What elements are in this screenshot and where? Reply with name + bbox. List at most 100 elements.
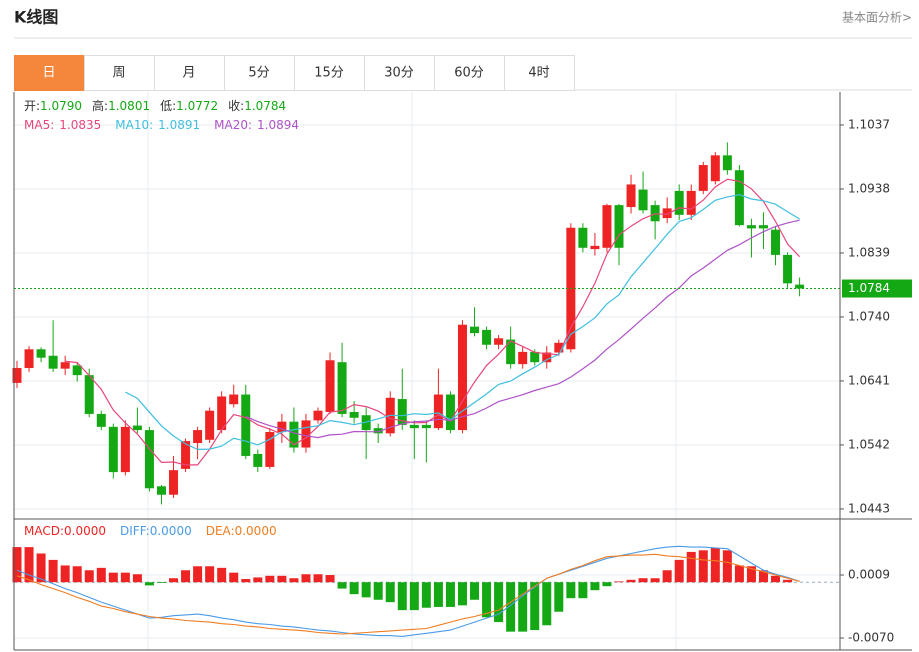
- candle-body: [626, 184, 636, 208]
- macd-bar: [301, 574, 311, 583]
- macd-bar: [337, 582, 347, 589]
- tab[interactable]: [364, 55, 435, 91]
- candle-body: [590, 245, 600, 250]
- macd-bar: [156, 582, 166, 584]
- macd-bar: [433, 582, 443, 607]
- candle-body: [120, 426, 130, 473]
- candle-body: [349, 411, 359, 418]
- macd-bar: [289, 578, 299, 583]
- tab-label[interactable]: 60分: [454, 66, 484, 81]
- tab-label[interactable]: 周: [112, 66, 125, 81]
- macd-bar: [144, 582, 154, 586]
- macd-bar: [626, 579, 636, 583]
- ohlc-name: 低:: [160, 99, 176, 113]
- candle-body: [482, 329, 492, 345]
- y-tick-label: 1.0443: [848, 501, 890, 515]
- macd-bar: [72, 566, 82, 583]
- macd-bar: [48, 559, 58, 583]
- y-tick-label: 0.0009: [848, 568, 890, 582]
- candle-body: [72, 365, 82, 376]
- macd-bar: [783, 579, 793, 583]
- tab-bar: 日 周 月 5分 15分 30分 60分 4时: [14, 55, 575, 91]
- tab[interactable]: [224, 55, 295, 91]
- candle-body: [409, 424, 419, 429]
- candle-body: [470, 326, 480, 334]
- candle-body: [108, 426, 118, 473]
- tab[interactable]: [14, 55, 85, 91]
- macd-bar: [554, 582, 564, 612]
- candle-body: [542, 352, 552, 363]
- ma-line: [245, 219, 800, 439]
- macd-bar: [325, 575, 335, 583]
- candle-body: [301, 420, 311, 448]
- candle-body: [217, 396, 227, 431]
- macd-bar: [457, 582, 467, 606]
- macd-bar: [373, 582, 383, 600]
- ohlc-value: 1.0772: [176, 99, 218, 113]
- candle-body: [241, 394, 251, 456]
- macd-bar: [530, 582, 540, 631]
- tab-label[interactable]: 15分: [314, 66, 344, 81]
- candle-body: [722, 155, 732, 171]
- tab-label[interactable]: 30分: [384, 66, 414, 81]
- macd-bar: [181, 570, 191, 583]
- candle-body: [614, 205, 624, 248]
- candle-body: [457, 324, 467, 431]
- y-tick-label: 1.0740: [848, 309, 890, 323]
- candle-body: [734, 170, 744, 226]
- tab[interactable]: [434, 55, 505, 91]
- candle-body: [698, 165, 708, 191]
- candle-body: [554, 342, 564, 353]
- tab[interactable]: [84, 55, 155, 91]
- y-tick-label: -0.0070: [848, 631, 894, 645]
- macd-bar: [662, 570, 672, 583]
- candle-body: [783, 254, 793, 284]
- macd-bar: [241, 579, 251, 583]
- macd-bar: [169, 578, 179, 583]
- candle-body: [265, 432, 275, 467]
- candle-body: [421, 424, 431, 429]
- candle-body: [674, 190, 684, 215]
- ma-value: 1.0891: [158, 118, 200, 132]
- macd-bar: [397, 582, 407, 611]
- ma-line: [125, 193, 800, 451]
- tab-label[interactable]: 5分: [248, 66, 269, 81]
- ohlc-legend: 开:1.0790 高:1.0801 低:1.0772 收:1.0784: [24, 98, 286, 113]
- candle-body: [289, 421, 299, 448]
- y-tick-label: 1.0938: [848, 181, 890, 195]
- macd-bar: [638, 578, 648, 583]
- candle-body: [445, 394, 455, 431]
- macd-bar: [758, 570, 768, 583]
- candle-body: [506, 339, 516, 365]
- ohlc-name: 开:: [24, 99, 40, 113]
- macd-value: 0.0000: [150, 524, 192, 538]
- ohlc-name: 收:: [228, 99, 244, 113]
- macd-bar: [277, 575, 287, 583]
- candle-body: [36, 349, 46, 358]
- tab-label[interactable]: 日: [42, 66, 55, 81]
- candle-body: [193, 430, 203, 444]
- candle-body: [530, 351, 540, 363]
- macd-bar: [361, 582, 371, 598]
- y-tick-label: 1.0641: [848, 373, 890, 387]
- tab[interactable]: [504, 55, 575, 91]
- tab[interactable]: [154, 55, 225, 91]
- candle-body: [205, 410, 215, 440]
- macd-value: 0.0000: [64, 524, 106, 538]
- analysis-link[interactable]: 基本面分析>: [842, 11, 912, 25]
- tab-label[interactable]: 4时: [528, 66, 549, 81]
- macd-bar: [12, 547, 22, 583]
- macd-bar: [494, 582, 504, 623]
- y-tick-label: 1.1037: [848, 117, 890, 131]
- candle-body: [518, 351, 528, 365]
- macd-bar: [746, 566, 756, 583]
- candle-body: [24, 349, 34, 369]
- macd-bar: [722, 550, 732, 583]
- ma-legend: MA5: 1.0835 MA10: 1.0891 MA20: 1.0894: [24, 118, 299, 132]
- candle-body: [48, 355, 58, 369]
- tab-label[interactable]: 月: [182, 66, 195, 81]
- macd-bar: [482, 582, 492, 618]
- y-tick-label: 1.0542: [848, 437, 890, 451]
- macd-name: DEA:: [206, 524, 235, 538]
